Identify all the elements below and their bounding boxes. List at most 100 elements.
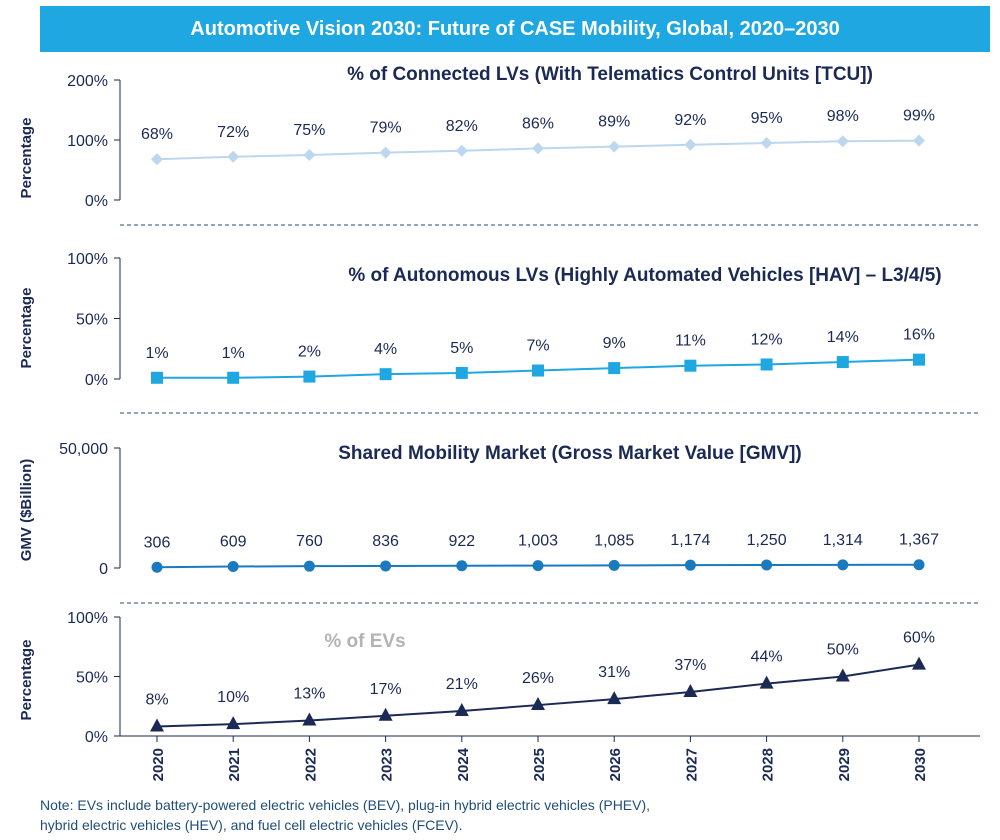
data-label: 89%	[598, 114, 630, 131]
data-point	[760, 137, 773, 149]
y-tick-label: 50%	[76, 312, 108, 329]
footnote-line-1: Note: EVs include battery-powered electr…	[40, 797, 651, 813]
data-label: 86%	[522, 115, 554, 132]
chart-title: % of Autonomous LVs (Highly Automated Ve…	[348, 265, 941, 286]
data-point	[380, 560, 392, 572]
data-label: 1%	[145, 345, 168, 362]
data-label: 7%	[526, 338, 549, 355]
data-point	[226, 716, 241, 730]
y-tick-label: 50%	[76, 670, 108, 687]
chart-banner-title: Automotive Vision 2030: Future of CASE M…	[40, 6, 990, 52]
data-point	[454, 703, 469, 717]
data-point	[379, 368, 392, 381]
y-axis-title: Percentage	[18, 288, 35, 369]
data-label: 1,174	[670, 532, 710, 549]
x-tick-label: 2021	[226, 748, 243, 781]
data-label: 760	[296, 533, 323, 550]
chart-title: Shared Mobility Market (Gross Market Val…	[338, 443, 802, 464]
data-label: 50%	[827, 642, 859, 659]
data-label: 95%	[751, 110, 783, 127]
data-label: 8%	[145, 691, 168, 708]
data-label: 72%	[217, 124, 249, 141]
x-tick-label: 2026	[607, 748, 624, 781]
chart-panel-2: 0% 50% 100% Percentage % of Autonomous LVs (…	[18, 251, 942, 389]
data-label: 60%	[903, 630, 935, 647]
data-point	[455, 366, 468, 379]
x-tick-label: 2022	[302, 748, 319, 781]
data-label: 44%	[751, 649, 783, 666]
data-point	[227, 561, 239, 573]
y-tick-label: 100%	[67, 133, 108, 150]
data-label: 82%	[446, 118, 478, 135]
x-tick-label: 2030	[912, 748, 929, 781]
data-label: 68%	[141, 126, 173, 143]
data-point	[835, 668, 850, 682]
data-point	[683, 683, 698, 697]
y-axis-title: Percentage	[18, 118, 35, 199]
x-tick-label: 2027	[683, 748, 700, 781]
y-tick-label: 0%	[85, 372, 108, 389]
data-label: 26%	[522, 670, 554, 687]
data-point	[302, 712, 317, 726]
data-point	[532, 560, 544, 572]
data-point	[455, 144, 468, 157]
data-label: 98%	[827, 108, 859, 125]
data-point	[912, 656, 926, 670]
data-label: 11%	[675, 333, 706, 350]
data-point	[227, 150, 240, 163]
data-label: 16%	[903, 327, 935, 344]
data-label: 12%	[751, 331, 783, 348]
data-point	[303, 370, 316, 383]
data-label: 609	[220, 534, 247, 551]
data-point	[913, 134, 925, 147]
data-point	[227, 371, 240, 384]
data-label: 1,367	[899, 532, 939, 549]
data-point	[303, 149, 316, 161]
data-point	[532, 364, 544, 377]
chart-panel-4: 0% 50% 100% Percentage % of EVs 8% 10% 13% 17% 21…	[18, 610, 935, 746]
data-label: 31%	[598, 664, 630, 681]
x-axis: 2020 2021 2022 2023 2024 2025 2026 2027 2028 2029…	[120, 735, 980, 781]
data-point	[684, 359, 697, 372]
data-label: 37%	[674, 657, 706, 674]
data-point	[760, 358, 773, 371]
data-point	[608, 140, 621, 153]
data-point	[759, 675, 774, 689]
chart-title: % of Connected LVs (With Telematics Cont…	[347, 64, 873, 85]
x-tick-label: 2024	[455, 747, 472, 781]
data-point	[836, 135, 849, 148]
data-label: 922	[448, 533, 475, 550]
data-label: 1,003	[518, 533, 558, 550]
x-tick-label: 2025	[531, 748, 548, 781]
data-label: 836	[372, 533, 399, 550]
footnote-line-2: hybrid electric vehicles (HEV), and fuel…	[40, 817, 463, 833]
data-label: 1,085	[594, 532, 634, 549]
data-point	[913, 353, 925, 366]
y-tick-label: 0	[99, 561, 108, 578]
data-point	[532, 142, 544, 155]
data-point	[150, 718, 164, 732]
x-tick-label: 2028	[760, 748, 777, 781]
data-point	[836, 356, 849, 369]
x-tick-label: 2020	[150, 748, 167, 781]
y-tick-label: 100%	[67, 251, 108, 268]
data-point	[531, 697, 545, 711]
y-axis-title: GMV ($Billion)	[18, 459, 35, 562]
data-label: 9%	[603, 335, 626, 352]
data-label: 75%	[293, 122, 325, 139]
data-label: 4%	[374, 341, 397, 358]
data-point	[608, 559, 620, 571]
data-label: 2%	[298, 344, 321, 361]
data-point	[608, 362, 621, 375]
data-point	[379, 146, 392, 159]
x-tick-label: 2029	[836, 748, 853, 781]
data-label: 13%	[293, 686, 325, 703]
data-label: 1,314	[823, 532, 863, 549]
data-point	[378, 707, 393, 721]
y-tick-label: 0%	[85, 729, 108, 746]
chart-panel-3: 0 50,000 GMV ($Billion) Shared Mobility Mar…	[18, 441, 939, 578]
data-point	[761, 559, 773, 571]
data-label: 5%	[450, 340, 473, 357]
data-label: 17%	[370, 681, 402, 698]
